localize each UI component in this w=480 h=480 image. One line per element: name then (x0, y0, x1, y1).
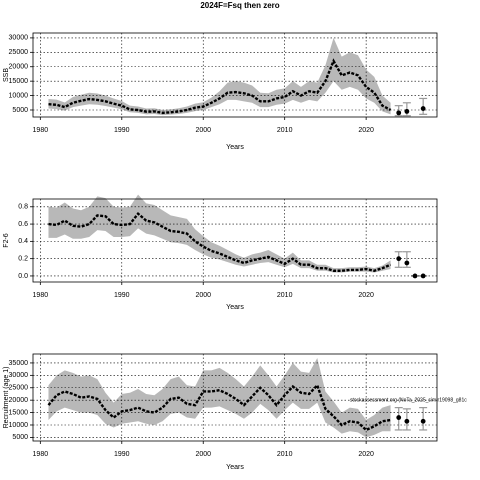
x-tick-label: 2010 (277, 127, 293, 134)
x-tick-label: 2010 (277, 292, 293, 299)
projection-point (404, 418, 410, 424)
projection-point (396, 256, 402, 262)
y-axis-label: Recruitment (age 1) (3, 367, 10, 429)
y-tick-label: 20000 (9, 64, 29, 71)
y-tick-label: 0.8 (18, 204, 28, 211)
y-tick-label: 10000 (9, 422, 29, 429)
x-axis-label: Years (226, 144, 244, 151)
x-tick-label: 2020 (358, 292, 374, 299)
y-tick-label: 35000 (9, 360, 29, 367)
x-tick-label: 2020 (358, 451, 374, 458)
x-tick-label: 2000 (195, 127, 211, 134)
estimate-line (47, 383, 391, 432)
x-axis-label: Years (226, 304, 244, 311)
x-tick-label: 1980 (33, 292, 49, 299)
y-tick-label: 0.0 (18, 273, 28, 280)
x-tick-label: 1990 (114, 451, 130, 458)
projection-point (420, 418, 426, 424)
projection-point (396, 110, 402, 116)
x-axis-label: Years (226, 464, 244, 471)
x-tick-label: 2020 (358, 127, 374, 134)
y-tick-label: 15000 (9, 409, 29, 416)
annotation: stockassessment.org (NoTa_2025_sim.r1909… (350, 397, 467, 403)
x-tick-label: 2000 (195, 292, 211, 299)
estimate-line (48, 211, 392, 273)
projection-point (396, 415, 402, 420)
plot-frame (32, 32, 438, 118)
x-tick-label: 1980 (33, 127, 49, 134)
y-tick-label: 30000 (9, 372, 29, 379)
x-tick-label: 2010 (277, 451, 293, 458)
y-tick-label: 25000 (9, 49, 29, 56)
y-tick-label: 5000 (12, 434, 28, 441)
y-axis-label: F2-6 (3, 233, 10, 248)
y-tick-label: 5000 (12, 107, 28, 114)
confidence-band (48, 357, 391, 438)
y-axis-label: SSB (3, 68, 10, 82)
x-tick-label: 1990 (114, 292, 130, 299)
y-tick-label: 30000 (9, 35, 29, 42)
projection-point (404, 260, 410, 266)
x-tick-label: 2000 (195, 451, 211, 458)
y-tick-label: 20000 (9, 397, 29, 404)
chart-title: 2024F=Fsq then zero (200, 1, 279, 10)
plot-frame (32, 353, 438, 442)
y-tick-label: 10000 (9, 92, 29, 99)
plot-frame (32, 198, 438, 283)
y-tick-label: 0.4 (18, 238, 28, 245)
x-tick-label: 1990 (114, 127, 130, 134)
projection-point (420, 106, 426, 111)
estimate-line (48, 58, 392, 115)
projection-point (420, 273, 426, 279)
confidence-band (48, 194, 391, 273)
y-tick-label: 0.6 (18, 221, 28, 228)
x-tick-label: 1980 (33, 451, 49, 458)
y-tick-label: 0.2 (18, 256, 28, 263)
y-tick-label: 15000 (9, 78, 29, 85)
y-tick-label: 25000 (9, 385, 29, 392)
confidence-band (48, 37, 391, 116)
